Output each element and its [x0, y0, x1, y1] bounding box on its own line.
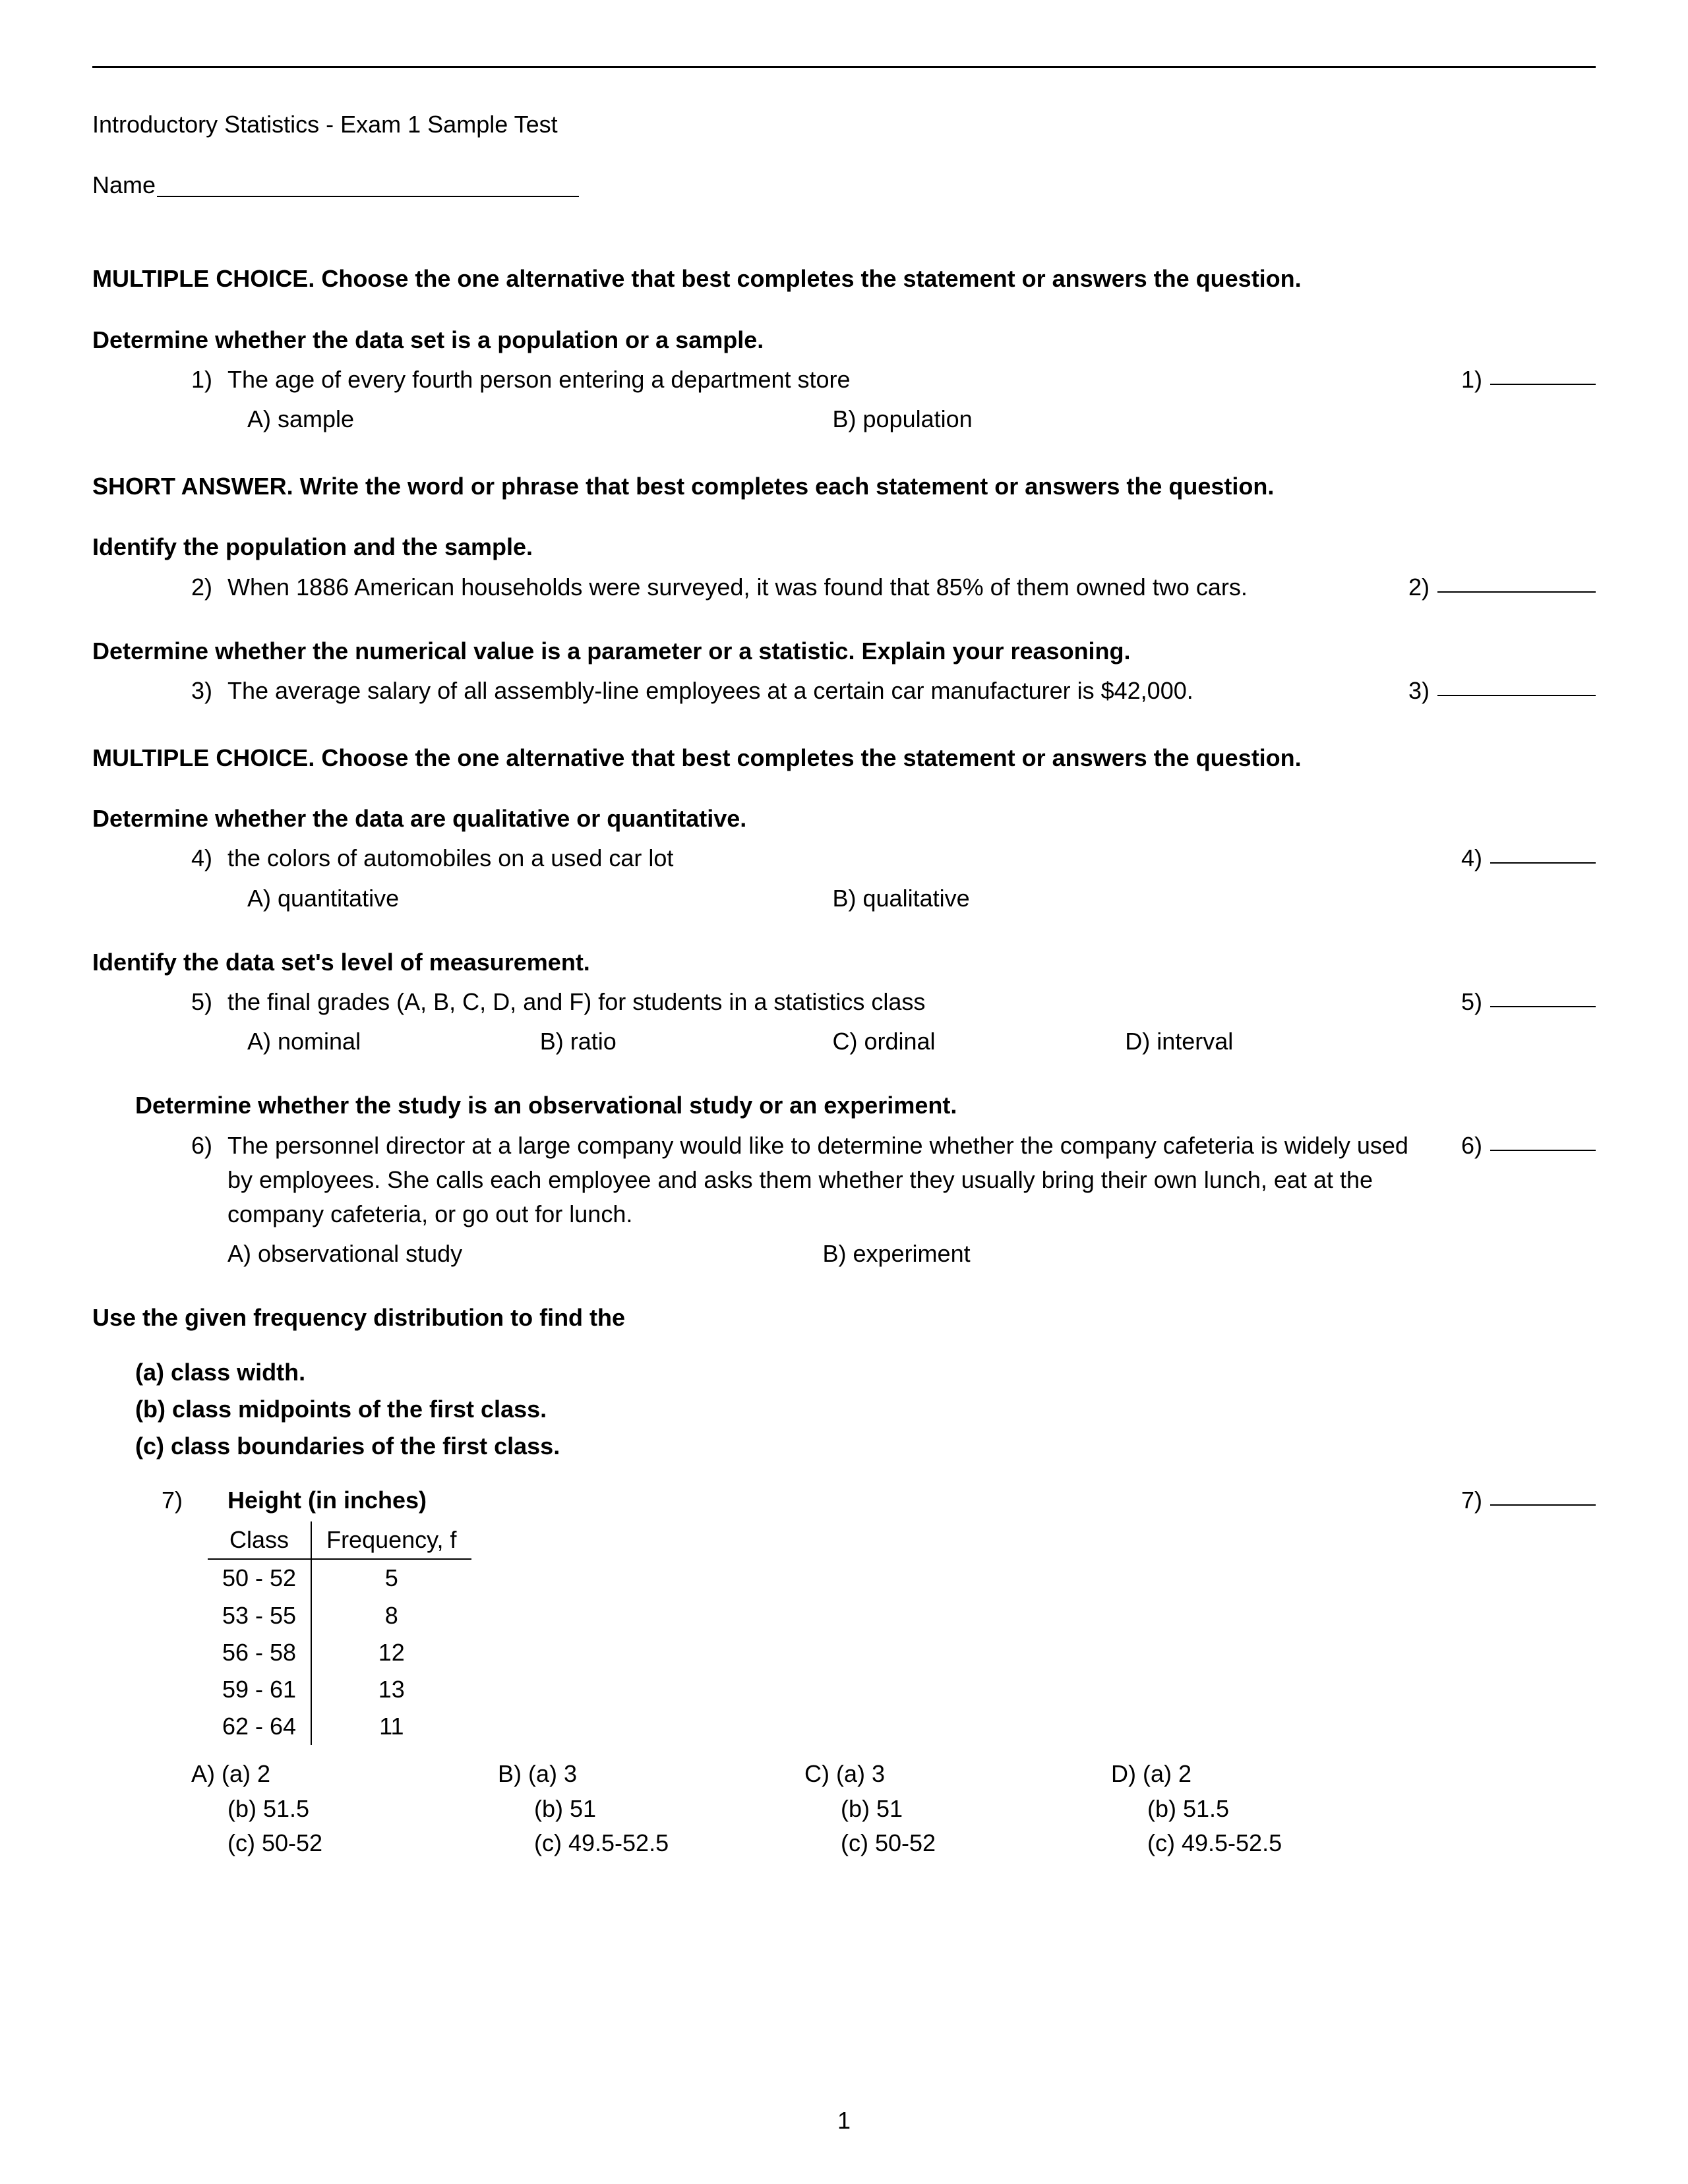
q1-option-b[interactable]: B) population — [833, 402, 1418, 436]
q2-number: 2) — [191, 570, 227, 605]
top-rule — [92, 66, 1596, 68]
q5-answer-label: 5) — [1444, 985, 1490, 1019]
q3-text: The average salary of all assembly-line … — [227, 674, 1193, 708]
q7-option-a[interactable]: A) (a) 2 (b) 51.5 (c) 50-52 — [191, 1757, 498, 1860]
q7-part-a: (a) class width. — [135, 1355, 1596, 1390]
q1-answer-line[interactable] — [1490, 363, 1596, 385]
q7-th-freq: Frequency, f — [311, 1521, 471, 1559]
exam-page: Introductory Statistics - Exam 1 Sample … — [0, 0, 1688, 2184]
q4-text: the colors of automobiles on a used car … — [227, 841, 673, 875]
q7-frequency-table: Class Frequency, f 50 - 525 53 - 558 56 … — [208, 1521, 471, 1745]
question-1: 1) The age of every fourth person enteri… — [92, 363, 1596, 436]
q2-answer-label: 2) — [1391, 570, 1437, 605]
q7-option-b[interactable]: B) (a) 3 (b) 51 (c) 49.5-52.5 — [498, 1757, 804, 1860]
q7-option-c[interactable]: C) (a) 3 (b) 51 (c) 50-52 — [804, 1757, 1111, 1860]
instruction-q7-line1: Use the given frequency distribution to … — [92, 1301, 1596, 1335]
name-input-line[interactable] — [157, 196, 579, 197]
q4-answer-label: 4) — [1444, 841, 1490, 875]
exam-title: Introductory Statistics - Exam 1 Sample … — [92, 107, 1596, 142]
section-multiple-choice-1: MULTIPLE CHOICE. Choose the one alternat… — [92, 262, 1596, 296]
q5-option-a[interactable]: A) nominal — [247, 1024, 540, 1059]
q7-number: 7) — [162, 1483, 191, 1518]
q7-table-title: Height (in inches) — [227, 1483, 427, 1518]
q4-option-b[interactable]: B) qualitative — [833, 881, 1418, 916]
question-4: 4) the colors of automobiles on a used c… — [92, 841, 1596, 915]
table-row: 53 - 558 — [208, 1597, 471, 1634]
instruction-q2: Identify the population and the sample. — [92, 530, 1596, 564]
q2-text: When 1886 American households were surve… — [227, 570, 1248, 605]
q5-option-d[interactable]: D) interval — [1125, 1024, 1418, 1059]
q6-answer-line[interactable] — [1490, 1129, 1596, 1151]
table-row: 56 - 5812 — [208, 1634, 471, 1671]
instruction-q5: Identify the data set's level of measure… — [92, 945, 1596, 980]
q6-number: 6) — [191, 1129, 227, 1232]
q3-answer-label: 3) — [1391, 674, 1437, 708]
q1-number: 1) — [191, 363, 227, 397]
q7-part-c: (c) class boundaries of the first class. — [135, 1429, 1596, 1463]
instruction-q7-parts: (a) class width. (b) class midpoints of … — [135, 1355, 1596, 1464]
q4-number: 4) — [191, 841, 227, 875]
q7-answer-line[interactable] — [1490, 1483, 1596, 1506]
q1-answer-label: 1) — [1444, 363, 1490, 397]
instruction-q6: Determine whether the study is an observ… — [135, 1088, 1596, 1123]
question-2: 2) When 1886 American households were su… — [92, 570, 1596, 605]
q6-text: The personnel director at a large compan… — [227, 1129, 1418, 1232]
q1-option-a[interactable]: A) sample — [247, 402, 833, 436]
section-multiple-choice-2: MULTIPLE CHOICE. Choose the one alternat… — [92, 741, 1596, 775]
q6-option-a[interactable]: A) observational study — [227, 1237, 823, 1271]
name-row: Name — [92, 168, 1596, 202]
question-7: 7) Height (in inches) Class Frequency, f… — [92, 1483, 1596, 1860]
q7-part-b: (b) class midpoints of the first class. — [135, 1392, 1596, 1427]
q2-answer-line[interactable] — [1437, 570, 1596, 593]
q6-answer-label: 6) — [1444, 1129, 1490, 1163]
table-row: 59 - 6113 — [208, 1671, 471, 1708]
q5-text: the final grades (A, B, C, D, and F) for… — [227, 985, 925, 1019]
table-row: 50 - 525 — [208, 1559, 471, 1597]
q5-answer-line[interactable] — [1490, 985, 1596, 1007]
question-6: 6) The personnel director at a large com… — [92, 1129, 1596, 1272]
q7-option-d[interactable]: D) (a) 2 (b) 51.5 (c) 49.5-52.5 — [1111, 1757, 1418, 1860]
question-3: 3) The average salary of all assembly-li… — [92, 674, 1596, 708]
q5-option-b[interactable]: B) ratio — [540, 1024, 833, 1059]
q3-number: 3) — [191, 674, 227, 708]
table-row: 62 - 6411 — [208, 1708, 471, 1745]
q1-text: The age of every fourth person entering … — [227, 363, 851, 397]
q7-th-class: Class — [208, 1521, 311, 1559]
q3-answer-line[interactable] — [1437, 674, 1596, 696]
name-label: Name — [92, 168, 156, 202]
page-number: 1 — [0, 2104, 1688, 2138]
q5-option-c[interactable]: C) ordinal — [833, 1024, 1126, 1059]
q4-answer-line[interactable] — [1490, 841, 1596, 864]
q7-answer-label: 7) — [1444, 1483, 1490, 1518]
instruction-q3: Determine whether the numerical value is… — [92, 634, 1596, 668]
q6-option-b[interactable]: B) experiment — [823, 1237, 1418, 1271]
section-short-answer: SHORT ANSWER. Write the word or phrase t… — [92, 469, 1596, 504]
question-5: 5) the final grades (A, B, C, D, and F) … — [92, 985, 1596, 1059]
instruction-q1: Determine whether the data set is a popu… — [92, 323, 1596, 357]
q5-number: 5) — [191, 985, 227, 1019]
q4-option-a[interactable]: A) quantitative — [247, 881, 833, 916]
instruction-q4: Determine whether the data are qualitati… — [92, 802, 1596, 836]
